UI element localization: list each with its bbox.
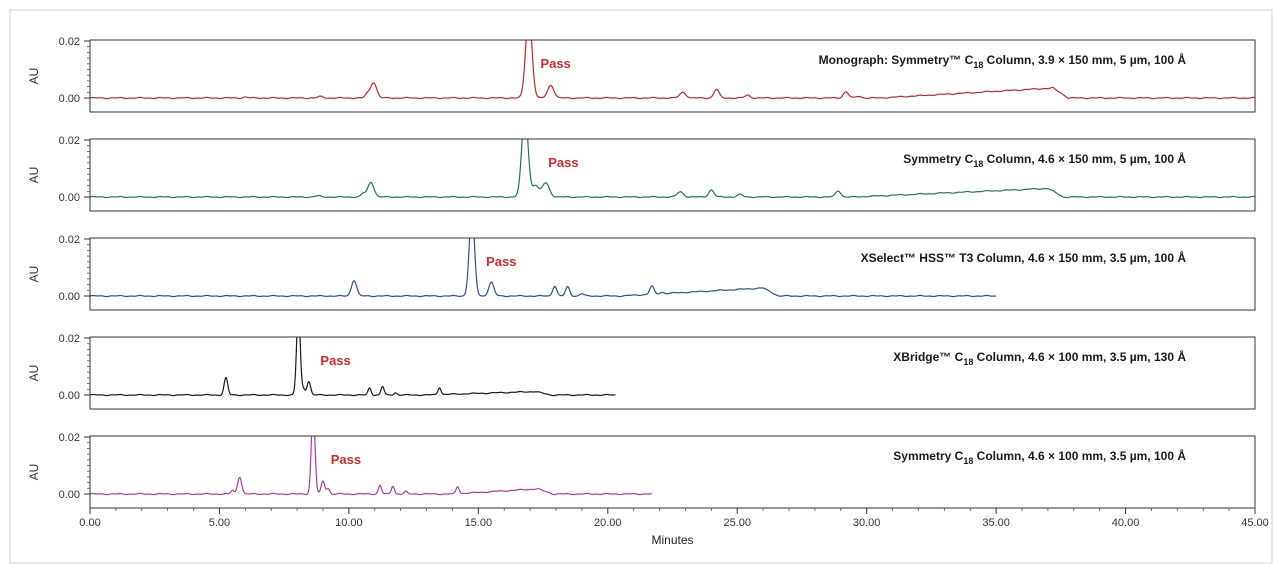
panel-frame — [89, 435, 1256, 509]
y-tick-label: 0.02 — [59, 234, 80, 246]
x-tick-label: 0.00 — [79, 517, 100, 529]
y-tick-label: 0.00 — [59, 192, 80, 204]
panel-frame — [89, 336, 1256, 410]
y-tick-label: 0.00 — [59, 93, 80, 105]
x-tick-label: 35.00 — [982, 517, 1010, 529]
y-tick-label: 0.02 — [59, 333, 80, 345]
panel-3: 0.00 0.02 AU XSelect™ HSS™ T3 Column, 4.6 ×… — [27, 234, 1256, 311]
y-tick-label: 0.02 — [59, 36, 80, 48]
y-axis-label: AU — [27, 167, 41, 184]
pass-label: Pass — [331, 452, 361, 467]
panel-title: XSelect™ HSS™ T3 Column, 4.6 × 150 mm, 3… — [861, 250, 1187, 265]
x-tick-label: 45.00 — [1241, 517, 1269, 529]
y-axis-label: AU — [27, 464, 41, 481]
panel-title-part: 18 — [973, 60, 983, 70]
x-tick-label: 15.00 — [465, 517, 493, 529]
panel-title: XBridge™ C18 Column, 4.6 × 100 mm, 3.5 µ… — [893, 349, 1186, 367]
y-axis-label: AU — [27, 68, 41, 85]
panel-title-part: Symmetry C — [903, 152, 973, 166]
panel-title-part: Symmetry C — [893, 449, 963, 463]
panel-title-part: 18 — [963, 456, 973, 466]
x-tick-label: 5.00 — [209, 517, 230, 529]
panel-title-part: 18 — [963, 357, 973, 367]
panel-frame — [89, 138, 1256, 212]
panel-title-part: XBridge™ C — [893, 350, 963, 364]
trace-line — [90, 238, 997, 298]
y-tick-label: 0.02 — [59, 432, 80, 444]
panel-title-part: Monograph: Symmetry™ C — [819, 53, 974, 67]
pass-label: Pass — [540, 56, 570, 71]
y-tick-label: 0.00 — [59, 291, 80, 303]
x-tick-label: 30.00 — [853, 517, 881, 529]
pass-label: Pass — [320, 353, 350, 368]
trace-line — [90, 337, 616, 397]
panel-title-part: Column, 3.9 × 150 mm, 5 µm, 100 Å — [983, 52, 1186, 67]
panel-title: Monograph: Symmetry™ C18 Column, 3.9 × 1… — [819, 52, 1187, 70]
x-axis-label: Minutes — [651, 533, 693, 547]
panel-5: 0.00 0.02 AU Symmetry C18 Column, 4.6 × 100… — [27, 432, 1256, 509]
panel-title-part: 18 — [973, 159, 983, 169]
panel-title-part: Column, 4.6 × 150 mm, 5 µm, 100 Å — [983, 151, 1186, 166]
panel-title-part: XSelect™ HSS™ T3 Column, 4.6 × 150 mm, 3… — [861, 250, 1187, 265]
x-tick-label: 40.00 — [1112, 517, 1140, 529]
x-tick-label: 20.00 — [594, 517, 622, 529]
figure-frame — [9, 9, 1273, 564]
panel-title-part: Column, 4.6 × 100 mm, 3.5 µm, 130 Å — [973, 349, 1186, 364]
panel-title: Symmetry C18 Column, 4.6 × 150 mm, 5 µm,… — [903, 151, 1186, 169]
y-axis-label: AU — [27, 266, 41, 283]
y-axis-label: AU — [27, 365, 41, 382]
panel-2: 0.00 0.02 AU Symmetry C18 Column, 4.6 × 150… — [27, 135, 1256, 212]
trace-line — [90, 40, 1255, 100]
panel-title: Symmetry C18 Column, 4.6 × 100 mm, 3.5 µ… — [893, 448, 1186, 466]
trace-line — [90, 139, 1255, 199]
x-tick-label: 25.00 — [723, 517, 751, 529]
y-tick-label: 0.00 — [59, 489, 80, 501]
y-tick-label: 0.02 — [59, 135, 80, 147]
trace-line — [90, 436, 652, 496]
pass-label: Pass — [548, 155, 578, 170]
panel-4: 0.00 0.02 AU XBridge™ C18 Column, 4.6 × 100… — [27, 333, 1256, 410]
x-tick-label: 10.00 — [335, 517, 363, 529]
panel-title-part: Column, 4.6 × 100 mm, 3.5 µm, 100 Å — [973, 448, 1186, 463]
pass-label: Pass — [486, 254, 516, 269]
panel-frame — [89, 39, 1256, 113]
panel-1: 0.00 0.02 AU Monograph: Symmetry™ C18 Colum… — [27, 36, 1256, 113]
y-tick-label: 0.00 — [59, 390, 80, 402]
panel-frame — [89, 237, 1256, 311]
